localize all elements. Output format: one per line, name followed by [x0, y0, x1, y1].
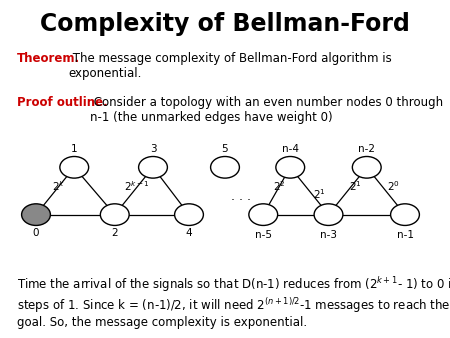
Circle shape: [211, 156, 239, 178]
Circle shape: [22, 204, 50, 225]
Circle shape: [175, 204, 203, 225]
Circle shape: [100, 204, 129, 225]
Circle shape: [60, 156, 89, 178]
Text: $2^1$: $2^1$: [349, 180, 362, 193]
Text: n-5: n-5: [255, 230, 272, 240]
Text: goal. So, the message complexity is exponential.: goal. So, the message complexity is expo…: [17, 316, 307, 329]
Text: n-3: n-3: [320, 230, 337, 240]
Text: $2^{k-1}$: $2^{k-1}$: [124, 180, 150, 193]
Text: $2^k$: $2^k$: [52, 180, 65, 193]
Text: Time the arrival of the signals so that D(n-1) reduces from (2$^{k+1}$- 1) to 0 : Time the arrival of the signals so that …: [17, 275, 450, 294]
Text: Consider a topology with an even number nodes 0 through
n-1 (the unmarked edges : Consider a topology with an even number …: [90, 96, 444, 124]
Circle shape: [139, 156, 167, 178]
Text: 0: 0: [33, 228, 39, 238]
Circle shape: [276, 156, 305, 178]
Text: Theorem.: Theorem.: [17, 52, 80, 65]
Text: 2: 2: [112, 228, 118, 238]
Text: n-1: n-1: [396, 230, 414, 240]
Circle shape: [249, 204, 278, 225]
Circle shape: [352, 156, 381, 178]
Text: n-2: n-2: [358, 144, 375, 154]
Text: 1: 1: [71, 144, 77, 154]
Text: Complexity of Bellman-Ford: Complexity of Bellman-Ford: [40, 12, 410, 36]
Text: 4: 4: [186, 228, 192, 238]
Circle shape: [391, 204, 419, 225]
Text: steps of 1. Since k = (n-1)/2, it will need 2$^{(n+1)/2}$-1 messages to reach th: steps of 1. Since k = (n-1)/2, it will n…: [17, 296, 450, 315]
Text: 5: 5: [222, 144, 228, 154]
Text: 3: 3: [150, 144, 156, 154]
Text: Proof outline.: Proof outline.: [17, 96, 108, 109]
Text: n-4: n-4: [282, 144, 299, 154]
Text: $2^2$: $2^2$: [273, 180, 285, 193]
Text: $2^0$: $2^0$: [387, 180, 400, 193]
Text: $2^1$: $2^1$: [313, 188, 326, 201]
Text: The message complexity of Bellman-Ford algorithm is
exponential.: The message complexity of Bellman-Ford a…: [69, 52, 392, 80]
Text: . . .: . . .: [231, 190, 251, 202]
Circle shape: [314, 204, 343, 225]
